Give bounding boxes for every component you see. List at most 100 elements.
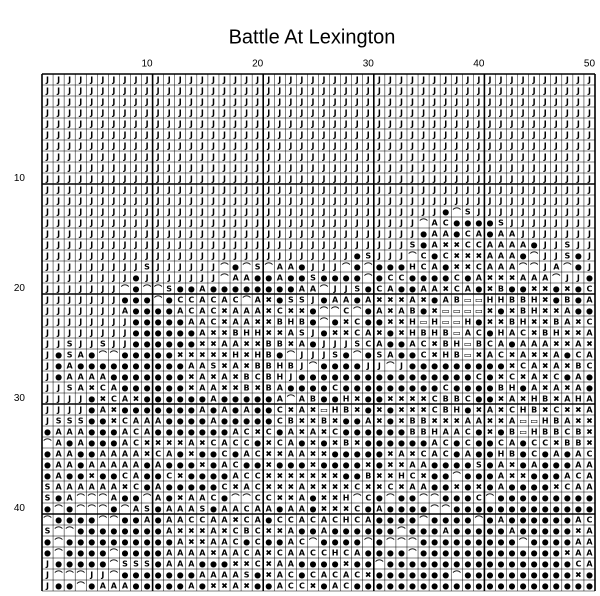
stitch-symbol: ●: [177, 406, 184, 415]
stitch-symbol: A: [520, 351, 527, 360]
stitch-symbol: ✖: [586, 439, 593, 448]
stitch-symbol: A: [553, 351, 560, 360]
stitch-symbol: ●: [144, 406, 151, 415]
stitch-symbol: C: [443, 439, 449, 448]
stitch-symbol: ●: [321, 329, 328, 338]
stitch-symbol: A: [321, 571, 328, 580]
stitch-symbol: J: [366, 87, 370, 96]
stitch-symbol: ●: [486, 395, 493, 404]
stitch-symbol: ✖: [310, 417, 317, 426]
stitch-symbol: J: [587, 131, 591, 140]
stitch-symbol: A: [586, 296, 593, 305]
stitch-symbol: J: [476, 87, 480, 96]
stitch-symbol: ●: [88, 450, 95, 459]
stitch-symbol: J: [78, 329, 82, 338]
stitch-symbol: J: [565, 164, 569, 173]
stitch-symbol: J: [388, 175, 392, 184]
stitch-symbol: S: [78, 417, 84, 426]
stitch-symbol: J: [122, 274, 126, 283]
stitch-symbol: J: [45, 164, 49, 173]
stitch-symbol: J: [498, 208, 502, 217]
stitch-symbol: B: [575, 362, 581, 371]
stitch-symbol: A: [299, 505, 306, 514]
stitch-symbol: ●: [586, 373, 593, 382]
stitch-symbol: J: [410, 219, 414, 228]
stitch-symbol: J: [543, 175, 547, 184]
stitch-symbol: ✖: [376, 406, 383, 415]
stitch-symbol: ●: [486, 472, 493, 481]
stitch-symbol: ●: [509, 538, 516, 547]
stitch-symbol: ●: [166, 340, 173, 349]
stitch-symbol: ●: [376, 384, 383, 393]
stitch-symbol: ✖: [564, 362, 571, 371]
stitch-symbol: ●: [486, 230, 493, 239]
stitch-symbol: ✖: [509, 351, 516, 360]
stitch-symbol: J: [78, 76, 82, 85]
stitch-symbol: J: [222, 98, 226, 107]
stitch-symbol: ●: [542, 483, 549, 492]
stitch-symbol: J: [211, 230, 215, 239]
stitch-symbol: A: [575, 549, 582, 558]
stitch-symbol: ●: [464, 461, 471, 470]
stitch-symbol: J: [498, 197, 502, 206]
stitch-symbol: A: [133, 417, 140, 426]
stitch-symbol: J: [78, 296, 82, 305]
stitch-symbol: A: [531, 362, 538, 371]
stitch-symbol: J: [189, 76, 193, 85]
stitch-symbol: ✖: [398, 318, 405, 327]
stitch-symbol: C: [332, 571, 338, 580]
stitch-symbol: J: [211, 175, 215, 184]
stitch-symbol: J: [244, 252, 248, 261]
stitch-symbol: ✖: [221, 307, 228, 316]
stitch-symbol: ●: [133, 307, 140, 316]
stitch-symbol: J: [310, 230, 314, 239]
stitch-symbol: ✖: [321, 483, 328, 492]
stitch-symbol: J: [476, 76, 480, 85]
stitch-symbol: H: [520, 318, 527, 327]
stitch-symbol: J: [67, 175, 71, 184]
stitch-symbol: C: [410, 472, 416, 481]
stitch-symbol: ●: [66, 582, 73, 591]
stitch-symbol: A: [232, 318, 239, 327]
stitch-symbol: A: [476, 274, 483, 283]
stitch-symbol: J: [255, 175, 259, 184]
column-label: 40: [473, 59, 485, 70]
stitch-symbol: J: [576, 98, 580, 107]
stitch-symbol: C: [465, 395, 471, 404]
stitch-symbol: J: [200, 252, 204, 261]
stitch-symbol: B: [553, 318, 559, 327]
stitch-symbol: J: [56, 263, 60, 272]
stitch-symbol: C: [288, 516, 294, 525]
stitch-symbol: ●: [221, 395, 228, 404]
stitch-symbol: ⌒: [120, 284, 129, 294]
stitch-symbol: ●: [509, 549, 516, 558]
stitch-symbol: ●: [199, 450, 206, 459]
stitch-symbol: H: [276, 373, 283, 382]
stitch-symbol: ●: [99, 538, 106, 547]
stitch-symbol: J: [122, 153, 126, 162]
stitch-symbol: J: [366, 230, 370, 239]
stitch-symbol: J: [421, 131, 425, 140]
stitch-symbol: J: [67, 307, 71, 316]
stitch-symbol: ✖: [553, 307, 560, 316]
stitch-symbol: J: [310, 296, 314, 305]
stitch-symbol: J: [167, 76, 171, 85]
stitch-symbol: J: [89, 131, 93, 140]
stitch-symbol: J: [399, 219, 403, 228]
stitch-symbol: ✖: [276, 329, 283, 338]
stitch-symbol: ⌒: [363, 273, 372, 283]
stitch-symbol: C: [487, 340, 493, 349]
stitch-symbol: H: [520, 406, 527, 415]
stitch-symbol: ⌒: [419, 515, 428, 525]
stitch-symbol: A: [288, 527, 295, 536]
stitch-symbol: A: [498, 461, 505, 470]
stitch-symbol: A: [199, 373, 206, 382]
stitch-symbol: ✖: [453, 252, 460, 261]
stitch-symbol: ●: [475, 318, 482, 327]
stitch-symbol: ●: [210, 428, 217, 437]
stitch-symbol: J: [443, 98, 447, 107]
row-label: 20: [14, 283, 26, 294]
stitch-symbol: J: [45, 120, 49, 129]
stitch-symbol: J: [288, 164, 292, 173]
stitch-symbol: ●: [553, 527, 560, 536]
